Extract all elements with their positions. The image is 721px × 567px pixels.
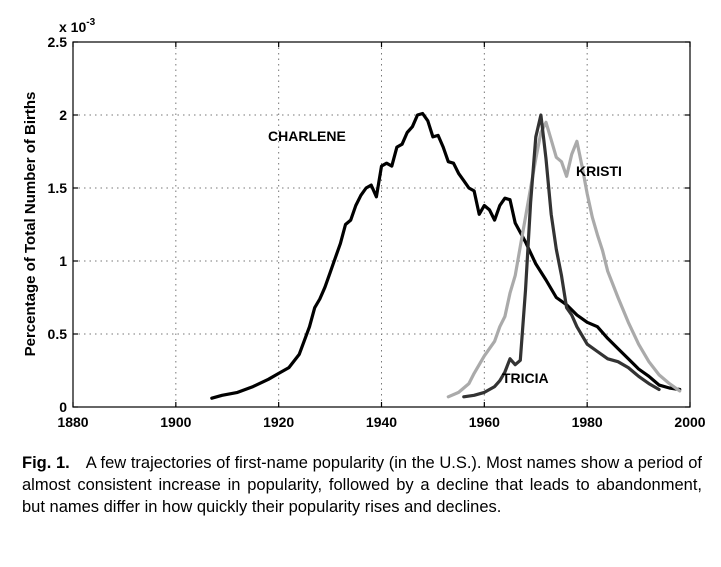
grid — [73, 42, 690, 407]
x-tick-label: 1960 — [469, 414, 500, 430]
x-tick-label: 1980 — [572, 414, 603, 430]
y-tick-label: 2 — [59, 107, 67, 123]
y-exponent-label: x 10-3 — [59, 17, 96, 35]
figure-caption: Fig. 1. A few trajectories of first-name … — [22, 452, 702, 518]
x-tick-label: 1880 — [57, 414, 88, 430]
y-axis-label: Percentage of Total Number of Births — [22, 92, 39, 357]
series-label-charlene: CHARLENE — [268, 128, 346, 144]
x-tick-label: 1920 — [263, 414, 294, 430]
series-line-kristi — [446, 120, 682, 399]
series-line-tricia — [462, 113, 661, 399]
y-tick-label: 1.5 — [48, 180, 68, 196]
series-line-charlene — [210, 111, 682, 400]
figure-number: Fig. 1. — [22, 454, 70, 472]
line-chart: 1880 1900 1920 1940 1960 1980 2000 0 0.5 1 1.5 2 2.5… — [22, 17, 706, 430]
y-tick-label: 0 — [59, 399, 67, 415]
x-tick-label: 2000 — [674, 414, 705, 430]
series-lines — [210, 111, 682, 400]
y-tick-label: 2.5 — [48, 34, 68, 50]
x-tick-label: 1900 — [160, 414, 191, 430]
series-label-kristi: KRISTI — [576, 163, 622, 179]
y-tick-label: 1 — [59, 253, 67, 269]
x-tick-label: 1940 — [366, 414, 397, 430]
ticks: 1880 1900 1920 1940 1960 1980 2000 0 0.5 1 1.5 2 2.5 — [48, 34, 706, 430]
y-tick-label: 0.5 — [48, 326, 68, 342]
series-label-tricia: TRICIA — [502, 370, 549, 386]
caption-text: A few trajectories of first-name popular… — [22, 454, 703, 516]
